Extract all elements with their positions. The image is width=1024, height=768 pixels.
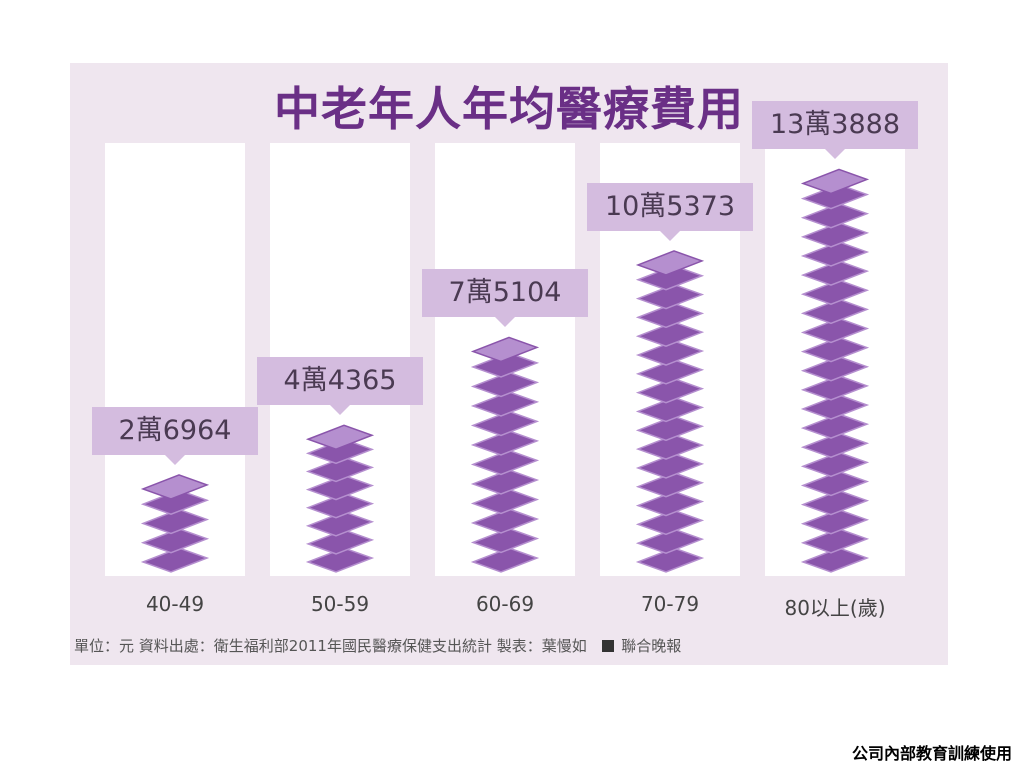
watermark: 公司內部教育訓練使用 xyxy=(851,744,1012,763)
category-label: 40-49 xyxy=(145,592,205,616)
bar-40-49 xyxy=(140,474,210,573)
value-label: 13萬3888 xyxy=(752,101,918,160)
bar-60-69 xyxy=(470,336,540,573)
category-label: 80以上(歲) xyxy=(784,596,886,620)
bar-80以上(歲) xyxy=(800,168,870,573)
source-note: 單位：元 資料出處：衛生福利部2011年國民醫療保健支出統計 製表：葉慢如 xyxy=(74,637,587,655)
bar-70-79 xyxy=(635,250,705,573)
category-label: 60-69 xyxy=(475,592,535,616)
value-label: 7萬5104 xyxy=(422,269,588,328)
chart-title: 中老年人年均醫療費用 xyxy=(274,82,744,136)
category-label: 50-59 xyxy=(310,592,370,616)
chart-panel: 中老年人年均醫療費用 2萬6964 40-49 4萬4365 50-59 7萬5104 6… xyxy=(70,63,948,665)
square-icon xyxy=(601,639,614,652)
chart-plot xyxy=(105,143,905,576)
footnote: 單位：元 資料出處：衛生福利部2011年國民醫療保健支出統計 製表：葉慢如 聯合… xyxy=(70,635,952,656)
bar-50-59 xyxy=(305,424,375,573)
value-label: 10萬5373 xyxy=(587,182,753,241)
value-label: 4萬4365 xyxy=(257,357,423,416)
brand-name: 聯合晚報 xyxy=(621,637,682,655)
category-label: 70-79 xyxy=(640,592,700,616)
value-label: 2萬6964 xyxy=(92,406,258,465)
